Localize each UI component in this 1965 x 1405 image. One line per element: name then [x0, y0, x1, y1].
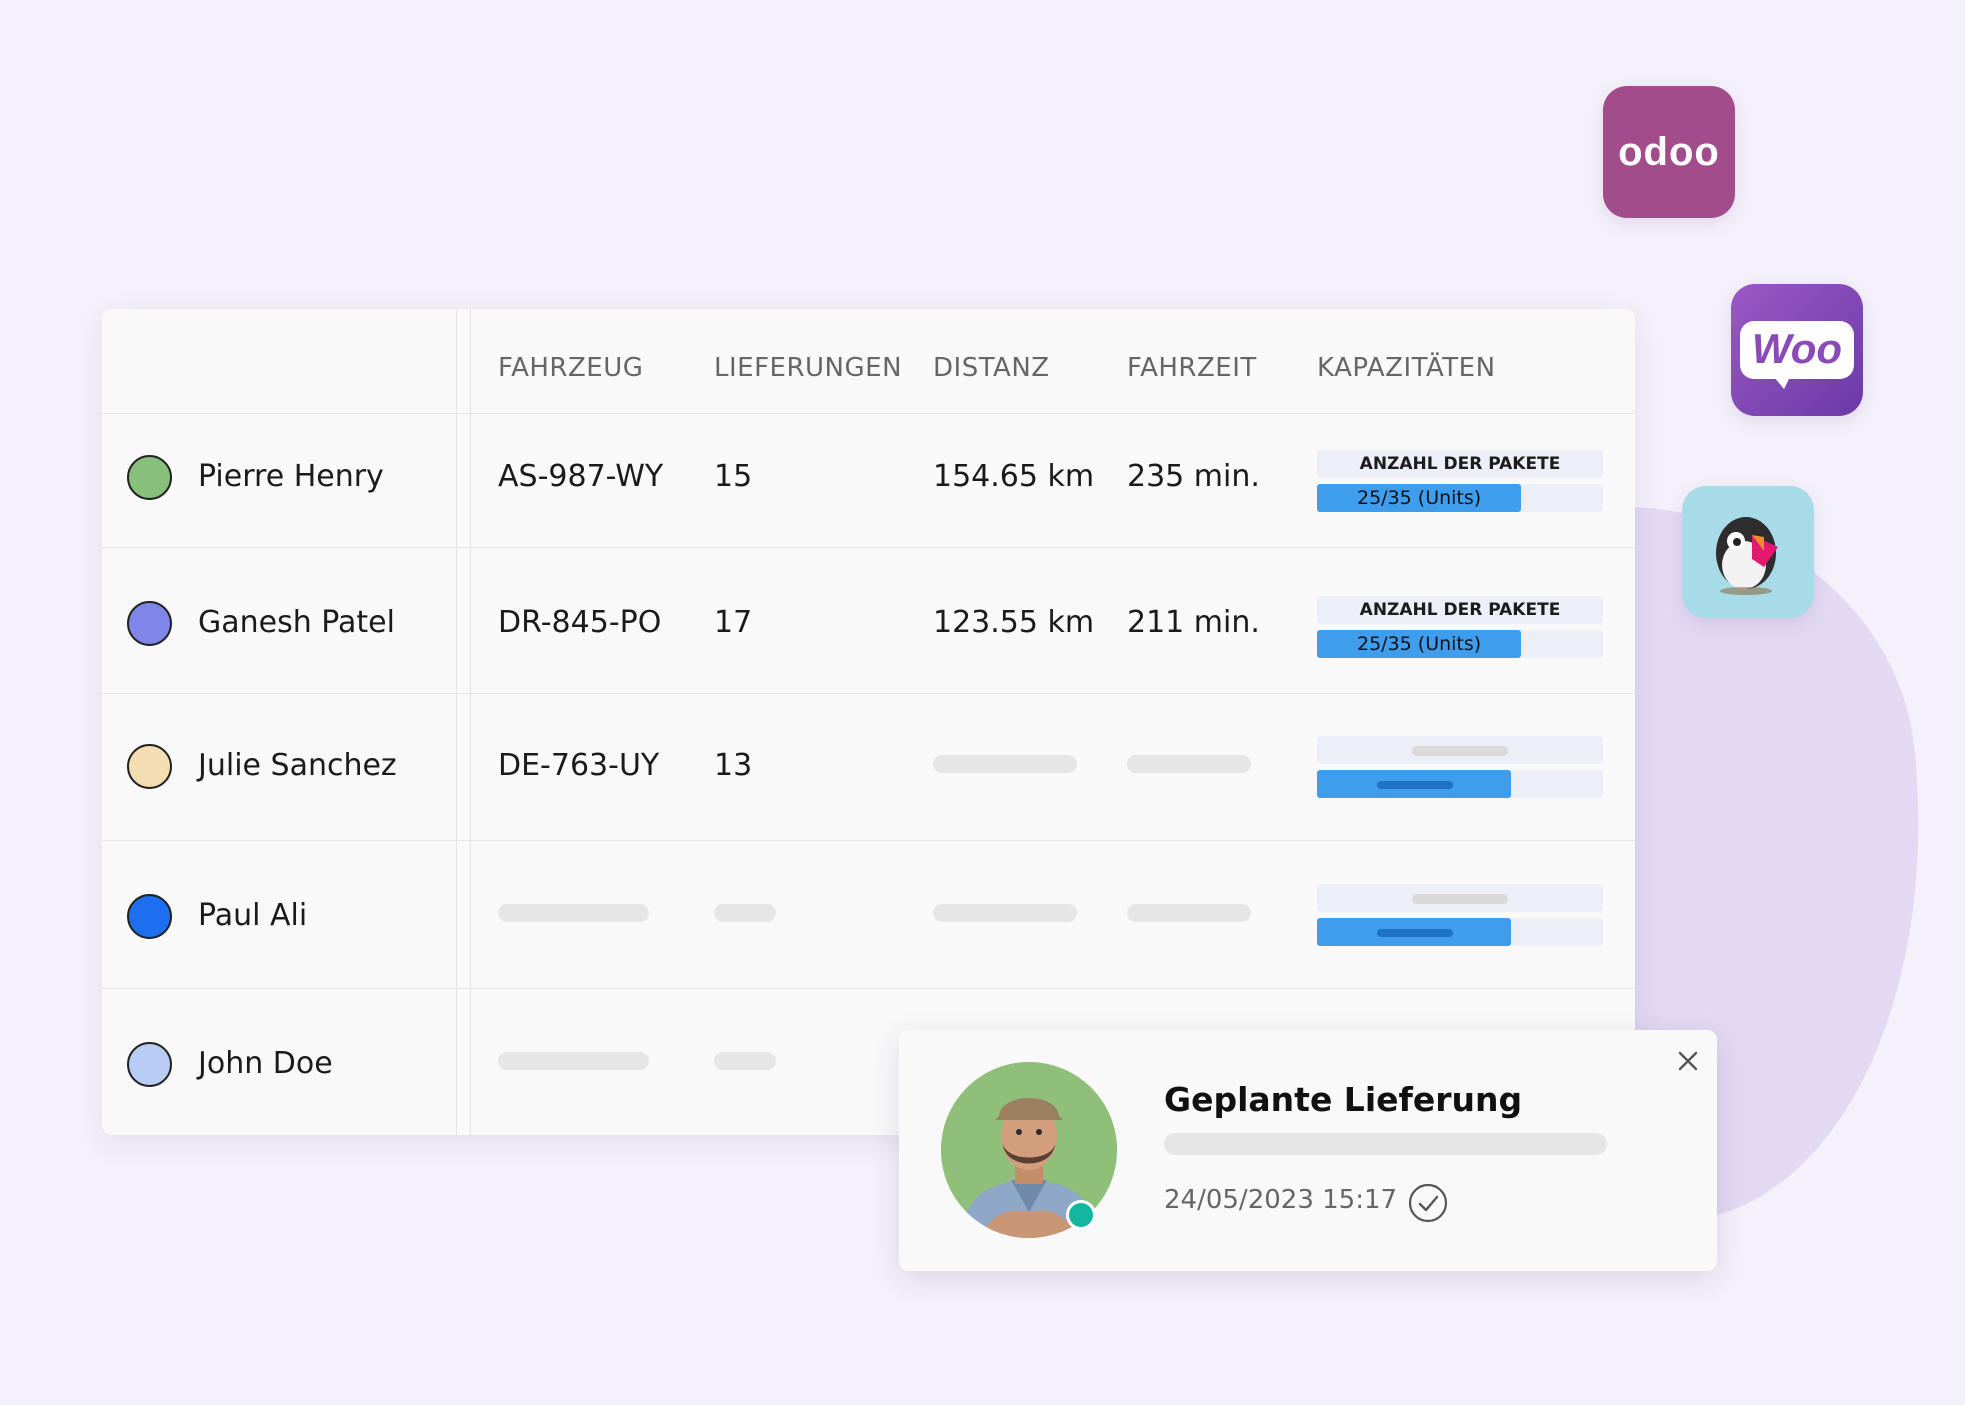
table-row[interactable]: Pierre Henry AS-987-WY 15 154.65 km 235 …	[102, 413, 1635, 547]
drive-time-placeholder	[1127, 755, 1251, 773]
puffin-icon	[1716, 517, 1778, 595]
driver-name: Pierre Henry	[198, 459, 384, 494]
vehicle-placeholder	[498, 1052, 649, 1070]
table-row[interactable]: Ganesh Patel DR-845-PO 17 123.55 km 211 …	[102, 547, 1635, 693]
distance-value: 123.55 km	[933, 605, 1095, 640]
header-capacities[interactable]: KAPAZITÄTEN	[1317, 353, 1496, 383]
driver-photo-icon	[941, 1062, 1117, 1238]
distance-value: 154.65 km	[933, 459, 1095, 494]
column-divider	[470, 309, 471, 1135]
capacity-label: ANZAHL DER PAKETE	[1317, 450, 1603, 478]
row-divider	[102, 547, 1635, 548]
capacity-bar: 25/35 (Units)	[1317, 484, 1522, 512]
capacity-widget: ANZAHL DER PAKETE 25/35 (Units)	[1317, 450, 1603, 514]
check-circle-icon[interactable]	[1408, 1183, 1448, 1223]
driver-color-dot	[127, 601, 172, 646]
header-drive-time[interactable]: FAHRZEIT	[1127, 353, 1257, 383]
capacity-label-placeholder	[1317, 884, 1603, 912]
vehicle-plate: DR-845-PO	[498, 605, 662, 640]
driver-color-dot	[127, 744, 172, 789]
woocommerce-logo[interactable]: Woo	[1731, 284, 1863, 416]
distance-placeholder	[933, 904, 1077, 922]
driver-color-dot	[127, 894, 172, 939]
vehicle-plate: AS-987-WY	[498, 459, 664, 494]
deliveries-count: 15	[714, 459, 753, 494]
driver-color-dot	[127, 1042, 172, 1087]
driver-name: Ganesh Patel	[198, 605, 395, 640]
row-divider	[102, 840, 1635, 841]
row-divider	[102, 988, 1635, 989]
deliveries-placeholder	[714, 1052, 776, 1070]
table-row[interactable]: John Doe	[102, 988, 1635, 1135]
vehicle-placeholder	[498, 904, 649, 922]
row-divider	[102, 693, 1635, 694]
column-divider	[456, 309, 457, 1135]
deliveries-placeholder	[714, 904, 776, 922]
driver-name: John Doe	[198, 1046, 333, 1081]
table-row[interactable]: Paul Ali	[102, 840, 1635, 988]
odoo-logo[interactable]: odoo	[1603, 86, 1735, 218]
capacity-label: ANZAHL DER PAKETE	[1317, 596, 1603, 624]
odoo-logo-text: odoo	[1618, 129, 1720, 174]
notification-datetime: 24/05/2023 15:17	[1164, 1185, 1398, 1215]
table-row[interactable]: Julie Sanchez DE-763-UY 13	[102, 693, 1635, 840]
row-divider	[102, 413, 1635, 414]
header-deliveries[interactable]: LIEFERUNGEN	[714, 353, 903, 383]
prestashop-logo[interactable]	[1682, 486, 1814, 618]
capacity-widget-placeholder	[1317, 884, 1603, 948]
header-distance[interactable]: DISTANZ	[933, 353, 1050, 383]
woo-logo-text: Woo	[1739, 321, 1855, 389]
drive-time-value: 211 min.	[1127, 605, 1260, 640]
vehicle-plate: DE-763-UY	[498, 748, 660, 783]
capacity-bar-placeholder	[1317, 770, 1511, 798]
notification-text-placeholder	[1164, 1133, 1607, 1155]
capacity-bar: 25/35 (Units)	[1317, 630, 1522, 658]
capacity-label-placeholder	[1317, 736, 1603, 764]
notification-title: Geplante Lieferung	[1164, 1080, 1523, 1119]
driver-name: Paul Ali	[198, 898, 308, 933]
deliveries-count: 13	[714, 748, 753, 783]
driver-color-dot	[127, 455, 172, 500]
driver-name: Julie Sanchez	[198, 748, 397, 783]
close-icon[interactable]	[1677, 1050, 1699, 1072]
delivery-notification[interactable]: Geplante Lieferung 24/05/2023 15:17	[899, 1030, 1717, 1271]
drive-time-value: 235 min.	[1127, 459, 1260, 494]
driver-table: FAHRZEUG LIEFERUNGEN DISTANZ FAHRZEIT KA…	[102, 309, 1635, 1135]
capacity-track	[1317, 918, 1603, 946]
drive-time-placeholder	[1127, 904, 1251, 922]
header-vehicle[interactable]: FAHRZEUG	[498, 353, 644, 383]
capacity-widget-placeholder	[1317, 736, 1603, 800]
deliveries-count: 17	[714, 605, 753, 640]
distance-placeholder	[933, 755, 1077, 773]
online-status-dot	[1066, 1200, 1096, 1230]
avatar	[941, 1062, 1117, 1238]
capacity-track	[1317, 770, 1603, 798]
capacity-bar-placeholder	[1317, 918, 1511, 946]
capacity-widget: ANZAHL DER PAKETE 25/35 (Units)	[1317, 596, 1603, 660]
capacity-track: 25/35 (Units)	[1317, 630, 1603, 658]
capacity-track: 25/35 (Units)	[1317, 484, 1603, 512]
